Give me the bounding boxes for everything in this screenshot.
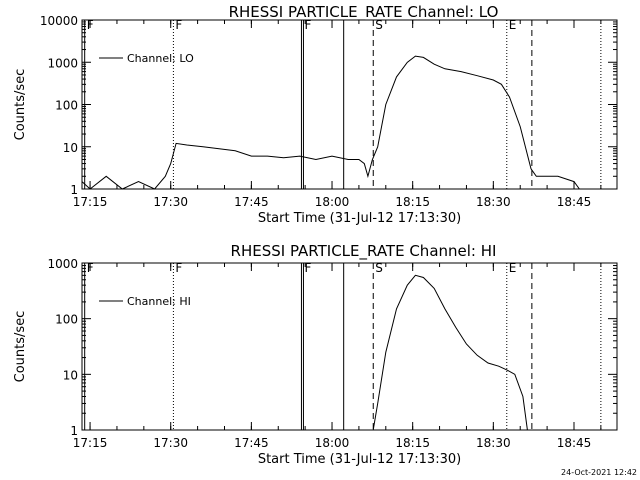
event-marker-label: F	[304, 18, 311, 32]
y-axis-label: Counts/sec	[13, 69, 28, 141]
event-marker-label: S	[375, 18, 383, 32]
y-tick-label: 1	[70, 424, 78, 438]
x-tick-label: 18:30	[476, 436, 511, 450]
series-line	[372, 274, 528, 431]
event-marker-label: F	[87, 261, 94, 275]
event-marker-label: F	[175, 18, 182, 32]
x-tick-label: 18:45	[557, 436, 592, 450]
legend-entry: Channel: HI	[127, 295, 191, 308]
x-tick-label: 17:45	[234, 436, 269, 450]
event-marker-label: F	[87, 18, 94, 32]
y-tick-label: 1	[70, 183, 78, 197]
x-axis-label: Start Time (31-Jul-12 17:13:30)	[258, 211, 461, 226]
x-tick-label: 17:15	[73, 436, 108, 450]
event-marker-label: F	[175, 261, 182, 275]
event-marker-label: F	[304, 261, 311, 275]
x-tick-label: 18:45	[557, 195, 592, 209]
series-line	[81, 55, 580, 190]
chart-title: RHESSI PARTICLE_RATE Channel: LO	[229, 3, 499, 22]
x-tick-label: 18:00	[315, 436, 350, 450]
y-tick-label: 100	[55, 99, 78, 113]
y-tick-label: 100	[55, 313, 78, 327]
x-tick-label: 17:45	[234, 195, 269, 209]
x-tick-label: 17:30	[153, 195, 188, 209]
x-tick-label: 17:15	[73, 195, 108, 209]
event-marker-label: S	[375, 261, 383, 275]
plot-frame	[81, 262, 618, 431]
x-axis-label: Start Time (31-Jul-12 17:13:30)	[258, 452, 461, 467]
plot-frame	[81, 19, 618, 190]
legend-entry: Channel: LO	[127, 52, 194, 65]
y-tick-label: 1000	[47, 257, 78, 271]
y-tick-label: 10000	[40, 14, 78, 28]
panel-channel-lo: RHESSI PARTICLE_RATE Channel: LO 17:15 17:…	[13, 3, 618, 226]
event-marker-label: E	[509, 261, 517, 275]
y-tick-label: 1000	[47, 56, 78, 70]
x-tick-label: 17:30	[153, 436, 188, 450]
y-axis-label: Counts/sec	[13, 311, 28, 383]
event-marker-label: E	[509, 18, 517, 32]
panel-channel-hi: RHESSI PARTICLE_RATE Channel: HI 17:15 17:…	[13, 242, 618, 467]
x-tick-label: 18:15	[395, 195, 430, 209]
x-tick-label: 18:30	[476, 195, 511, 209]
y-tick-label: 10	[63, 141, 78, 155]
chart-title: RHESSI PARTICLE_RATE Channel: HI	[231, 242, 497, 261]
footer-timestamp: 24-Oct-2021 12:42	[561, 468, 637, 477]
x-tick-label: 18:00	[315, 195, 350, 209]
y-tick-label: 10	[63, 368, 78, 382]
x-tick-label: 18:15	[395, 436, 430, 450]
